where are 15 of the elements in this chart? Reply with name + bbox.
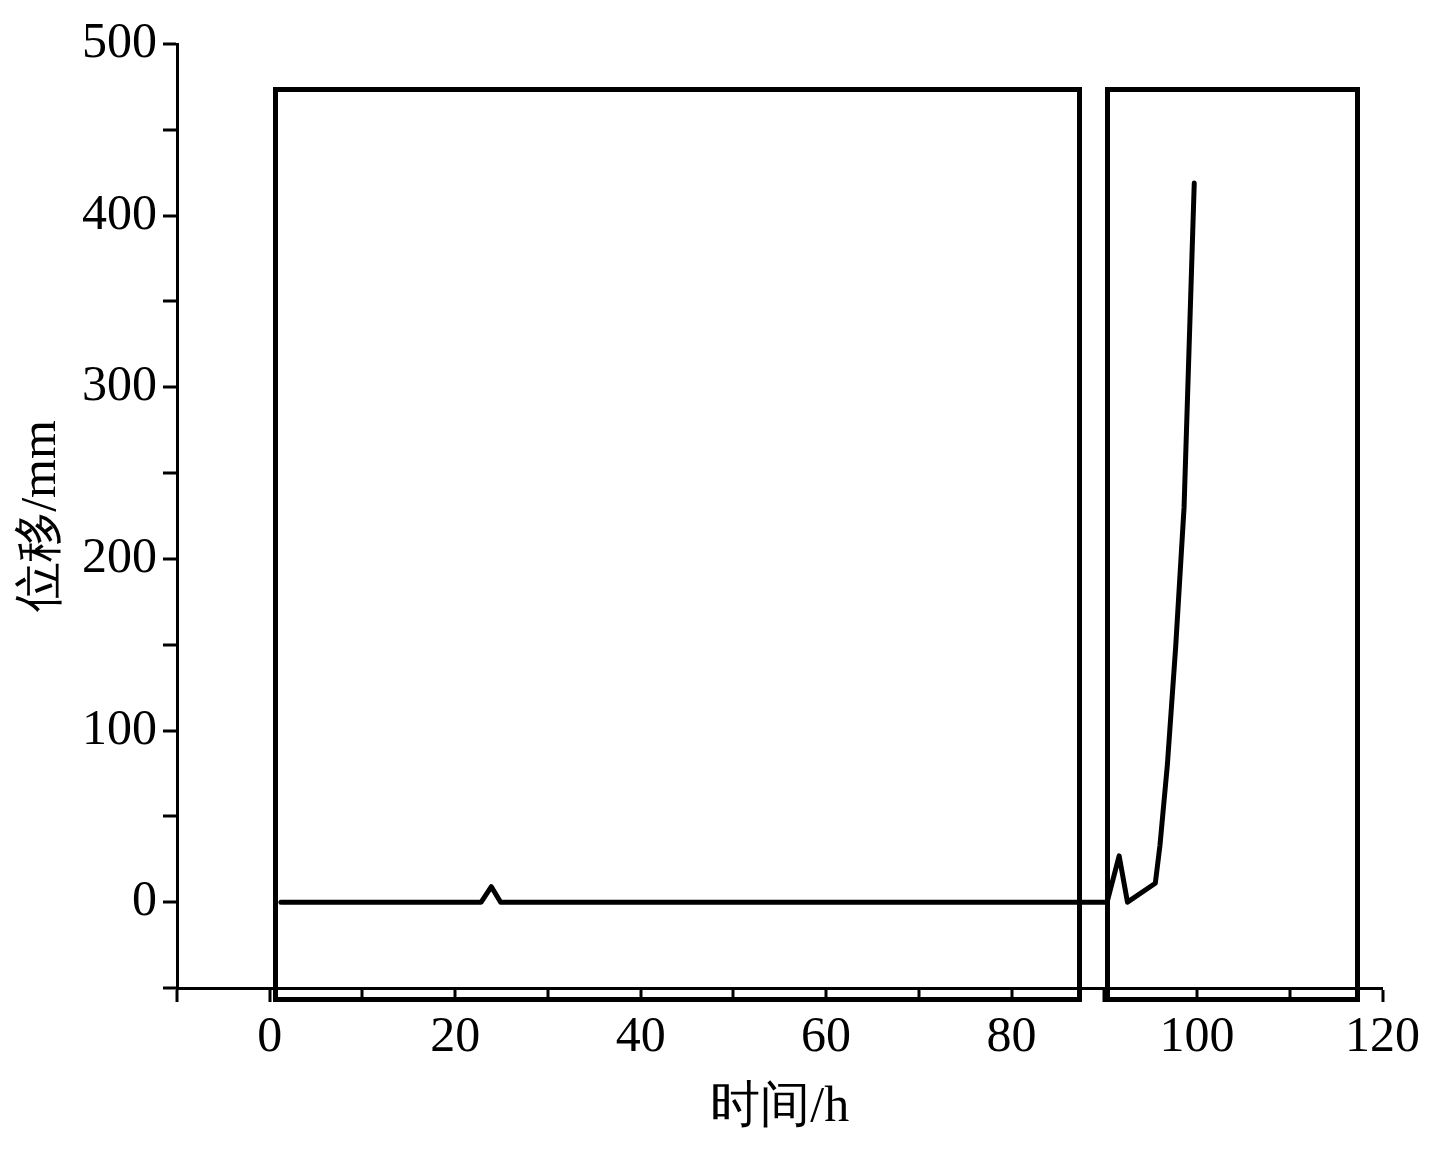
y-axis-title: 位移/mm: [10, 420, 67, 612]
x-tick-label: 0: [257, 1006, 283, 1063]
x-tick-label: 20: [430, 1006, 481, 1063]
x-tick-label: 40: [615, 1006, 666, 1063]
x-tick-label: 60: [801, 1006, 852, 1063]
y-tick-label: 200: [82, 527, 157, 584]
x-tick-label: 80: [986, 1006, 1037, 1063]
y-tick-label: 300: [82, 355, 157, 412]
x-tick-label: 120: [1345, 1006, 1420, 1063]
x-tick-label: 100: [1159, 1006, 1235, 1063]
y-tick-label: 100: [82, 698, 157, 755]
y-tick-label: 400: [82, 183, 157, 240]
y-tick-label: 500: [82, 12, 157, 69]
y-tick-label: 0: [132, 870, 157, 927]
x-axis-title: 时间/h: [710, 1076, 850, 1133]
